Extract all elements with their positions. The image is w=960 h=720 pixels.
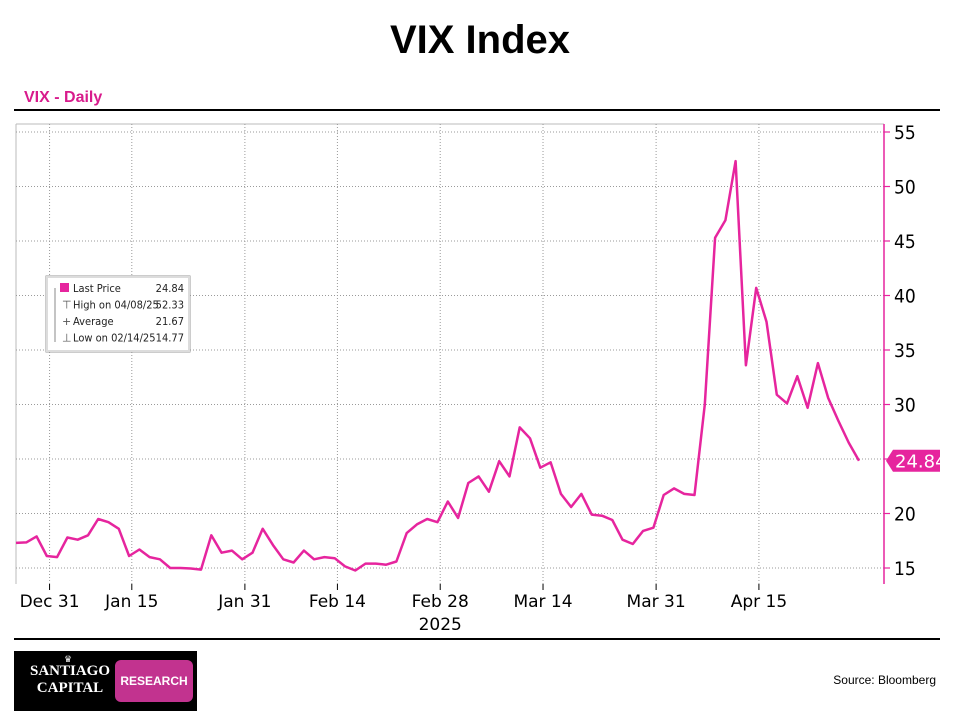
legend-marker-icon: ⊥: [62, 332, 72, 345]
x-tick-label: Mar 31: [627, 592, 686, 612]
top-divider: [14, 109, 940, 111]
santiago-capital-logo: ♛ Santiago Capital RESEARCH: [14, 651, 197, 711]
legend-inner-frame: [46, 276, 190, 352]
y-tick-label: 45: [894, 231, 916, 253]
grid-lines: [15, 123, 884, 584]
legend-swatch-icon: [60, 283, 69, 292]
last-price-tag: [886, 449, 940, 472]
y-axis-ticks: 152025303540455055: [884, 122, 916, 580]
bottom-divider: [14, 638, 940, 640]
x-axis-year-label: 2025: [419, 615, 462, 635]
x-tick-label: Jan 31: [217, 592, 271, 612]
x-tick-label: Feb 14: [309, 592, 366, 612]
vix-series-line: [15, 159, 861, 572]
legend-item-value: 24.84: [156, 282, 184, 295]
logo-research-badge: RESEARCH: [115, 660, 193, 702]
last-price-label: 24.84: [895, 452, 947, 473]
x-tick-label: Jan 15: [104, 592, 158, 612]
logo-line-1: Santiago: [29, 663, 111, 679]
page-title: VIX Index: [389, 18, 571, 62]
chart-subtitle: VIX - Daily: [24, 89, 103, 106]
legend-item-label: Last Price: [73, 282, 121, 295]
legend-item-value: 52.33: [156, 299, 184, 312]
crest-icon: ♛: [64, 654, 73, 664]
y-tick-label: 50: [894, 177, 916, 199]
y-tick-label: 20: [894, 504, 916, 526]
logo-wordmark: Santiago Capital: [16, 663, 124, 697]
x-tick-label: Apr 15: [731, 592, 787, 612]
last-price-marker: 24.84: [886, 449, 947, 473]
logo-line-2: Capital: [36, 680, 104, 696]
legend-marker-icon: +: [62, 315, 71, 328]
legend-item-value: 14.77: [156, 332, 184, 345]
y-tick-label: 15: [894, 558, 916, 580]
y-tick-label: 55: [894, 122, 916, 144]
y-tick-label: 30: [894, 395, 916, 417]
legend-item-label: High on 04/08/25: [73, 299, 159, 312]
x-axis-ticks: Dec 31 Jan 15 Jan 31 Feb 14 Feb 28 Mar 14 Mar …: [20, 584, 787, 612]
legend-item-label: Average: [73, 315, 114, 328]
x-tick-label: Mar 14: [513, 592, 572, 612]
legend-item-value: 21.67: [156, 315, 184, 328]
y-tick-label: 35: [894, 340, 916, 362]
legend-item-label: Low on 02/14/25: [73, 332, 156, 345]
x-tick-label: Dec 31: [20, 592, 80, 612]
x-tick-label: Feb 28: [412, 592, 469, 612]
y-tick-label: 40: [894, 286, 916, 308]
source-note: Source: Bloomberg: [833, 673, 936, 687]
legend-marker-icon: ⊤: [62, 299, 72, 312]
